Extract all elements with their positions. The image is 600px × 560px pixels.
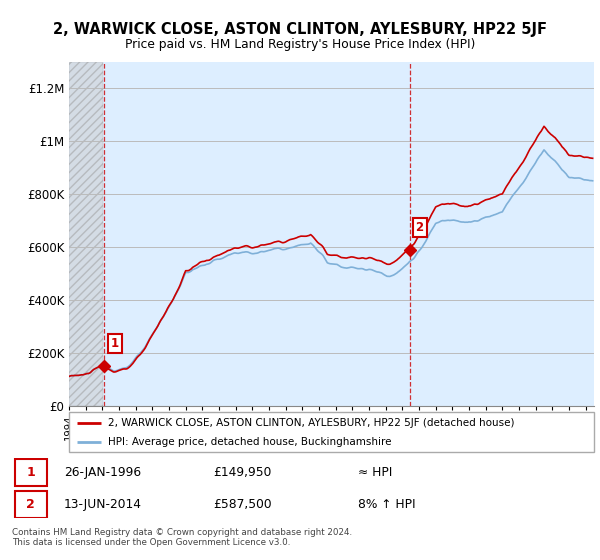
Bar bbox=[69, 62, 103, 406]
Text: 13-JUN-2014: 13-JUN-2014 bbox=[64, 498, 142, 511]
FancyBboxPatch shape bbox=[15, 459, 47, 486]
Text: 2, WARWICK CLOSE, ASTON CLINTON, AYLESBURY, HP22 5JF (detached house): 2, WARWICK CLOSE, ASTON CLINTON, AYLESBU… bbox=[109, 418, 515, 428]
Text: £149,950: £149,950 bbox=[214, 466, 272, 479]
Text: 2, WARWICK CLOSE, ASTON CLINTON, AYLESBURY, HP22 5JF: 2, WARWICK CLOSE, ASTON CLINTON, AYLESBU… bbox=[53, 22, 547, 38]
Text: £587,500: £587,500 bbox=[214, 498, 272, 511]
Text: HPI: Average price, detached house, Buckinghamshire: HPI: Average price, detached house, Buck… bbox=[109, 437, 392, 447]
Text: 26-JAN-1996: 26-JAN-1996 bbox=[64, 466, 141, 479]
Text: ≈ HPI: ≈ HPI bbox=[358, 466, 392, 479]
FancyBboxPatch shape bbox=[15, 491, 47, 519]
Text: 2: 2 bbox=[26, 498, 35, 511]
Text: 1: 1 bbox=[26, 466, 35, 479]
Text: 2: 2 bbox=[416, 221, 424, 234]
Text: 1: 1 bbox=[111, 337, 119, 350]
Text: Price paid vs. HM Land Registry's House Price Index (HPI): Price paid vs. HM Land Registry's House … bbox=[125, 38, 475, 51]
FancyBboxPatch shape bbox=[69, 412, 594, 452]
Text: Contains HM Land Registry data © Crown copyright and database right 2024.
This d: Contains HM Land Registry data © Crown c… bbox=[12, 528, 352, 547]
Text: 8% ↑ HPI: 8% ↑ HPI bbox=[358, 498, 415, 511]
